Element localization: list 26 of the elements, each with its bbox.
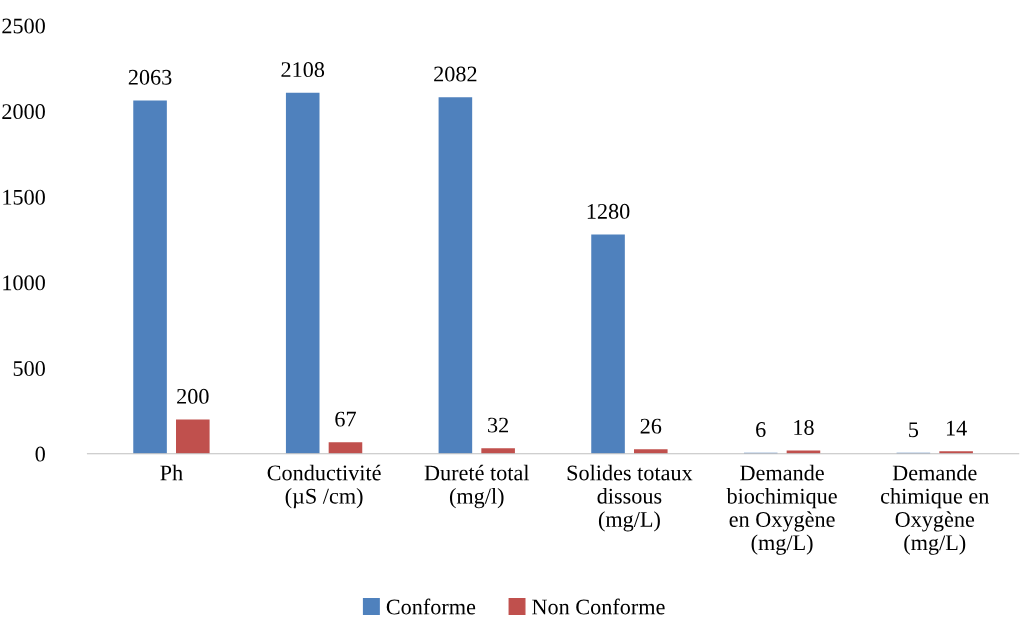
data-label: 200: [177, 388, 209, 404]
x-tick-label: Ph: [160, 464, 183, 481]
x-tick-label: Solides totaux dissous (mg/L): [567, 464, 693, 532]
data-label: 6: [756, 422, 766, 438]
data-label: 18: [794, 419, 814, 435]
data-label: 26: [640, 418, 662, 434]
data-label: 2063: [128, 69, 172, 85]
data-label: 2108: [281, 62, 325, 78]
y-tick-label: 1000: [3, 275, 45, 291]
x-tick-label: Demande chimique en Oxygène (mg/L): [880, 464, 990, 555]
x-tick-label: Demande biochimique en Oxygène (mg/L): [726, 464, 837, 555]
data-label: 32: [488, 417, 509, 433]
data-label: 1280: [587, 203, 630, 219]
x-tick-label: Dureté total (mg/l): [424, 464, 530, 509]
x-tick-label: Conductivité (µS /cm): [267, 464, 381, 509]
y-tick-label: 500: [13, 361, 45, 376]
data-label: 5: [909, 422, 919, 438]
y-tick-label: 1500: [3, 189, 45, 205]
legend-label: Conforme: [386, 598, 476, 615]
y-tick-label: 0: [35, 446, 45, 462]
legend-label: Non Conforme: [532, 598, 665, 615]
data-label: 2082: [434, 66, 477, 82]
y-tick-label: 2000: [2, 104, 45, 120]
y-tick-label: 2500: [2, 18, 45, 34]
data-label: 14: [946, 420, 967, 436]
data-label: 67: [335, 411, 356, 427]
